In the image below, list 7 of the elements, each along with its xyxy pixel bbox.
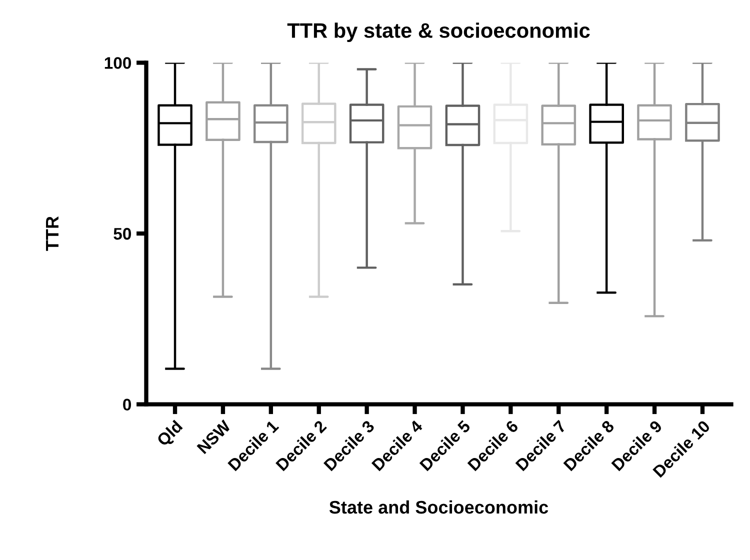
x-tick-label: Qld xyxy=(156,420,186,449)
y-tick-label: 100 xyxy=(104,57,131,69)
y-axis-title: TTR xyxy=(46,216,58,251)
chart-title: TTR by state & socioeconomic xyxy=(287,22,590,42)
y-tick-label: 0 xyxy=(123,398,131,411)
x-axis-title: State and Socioeconomic xyxy=(329,500,548,514)
y-tick-label: 50 xyxy=(114,228,131,240)
